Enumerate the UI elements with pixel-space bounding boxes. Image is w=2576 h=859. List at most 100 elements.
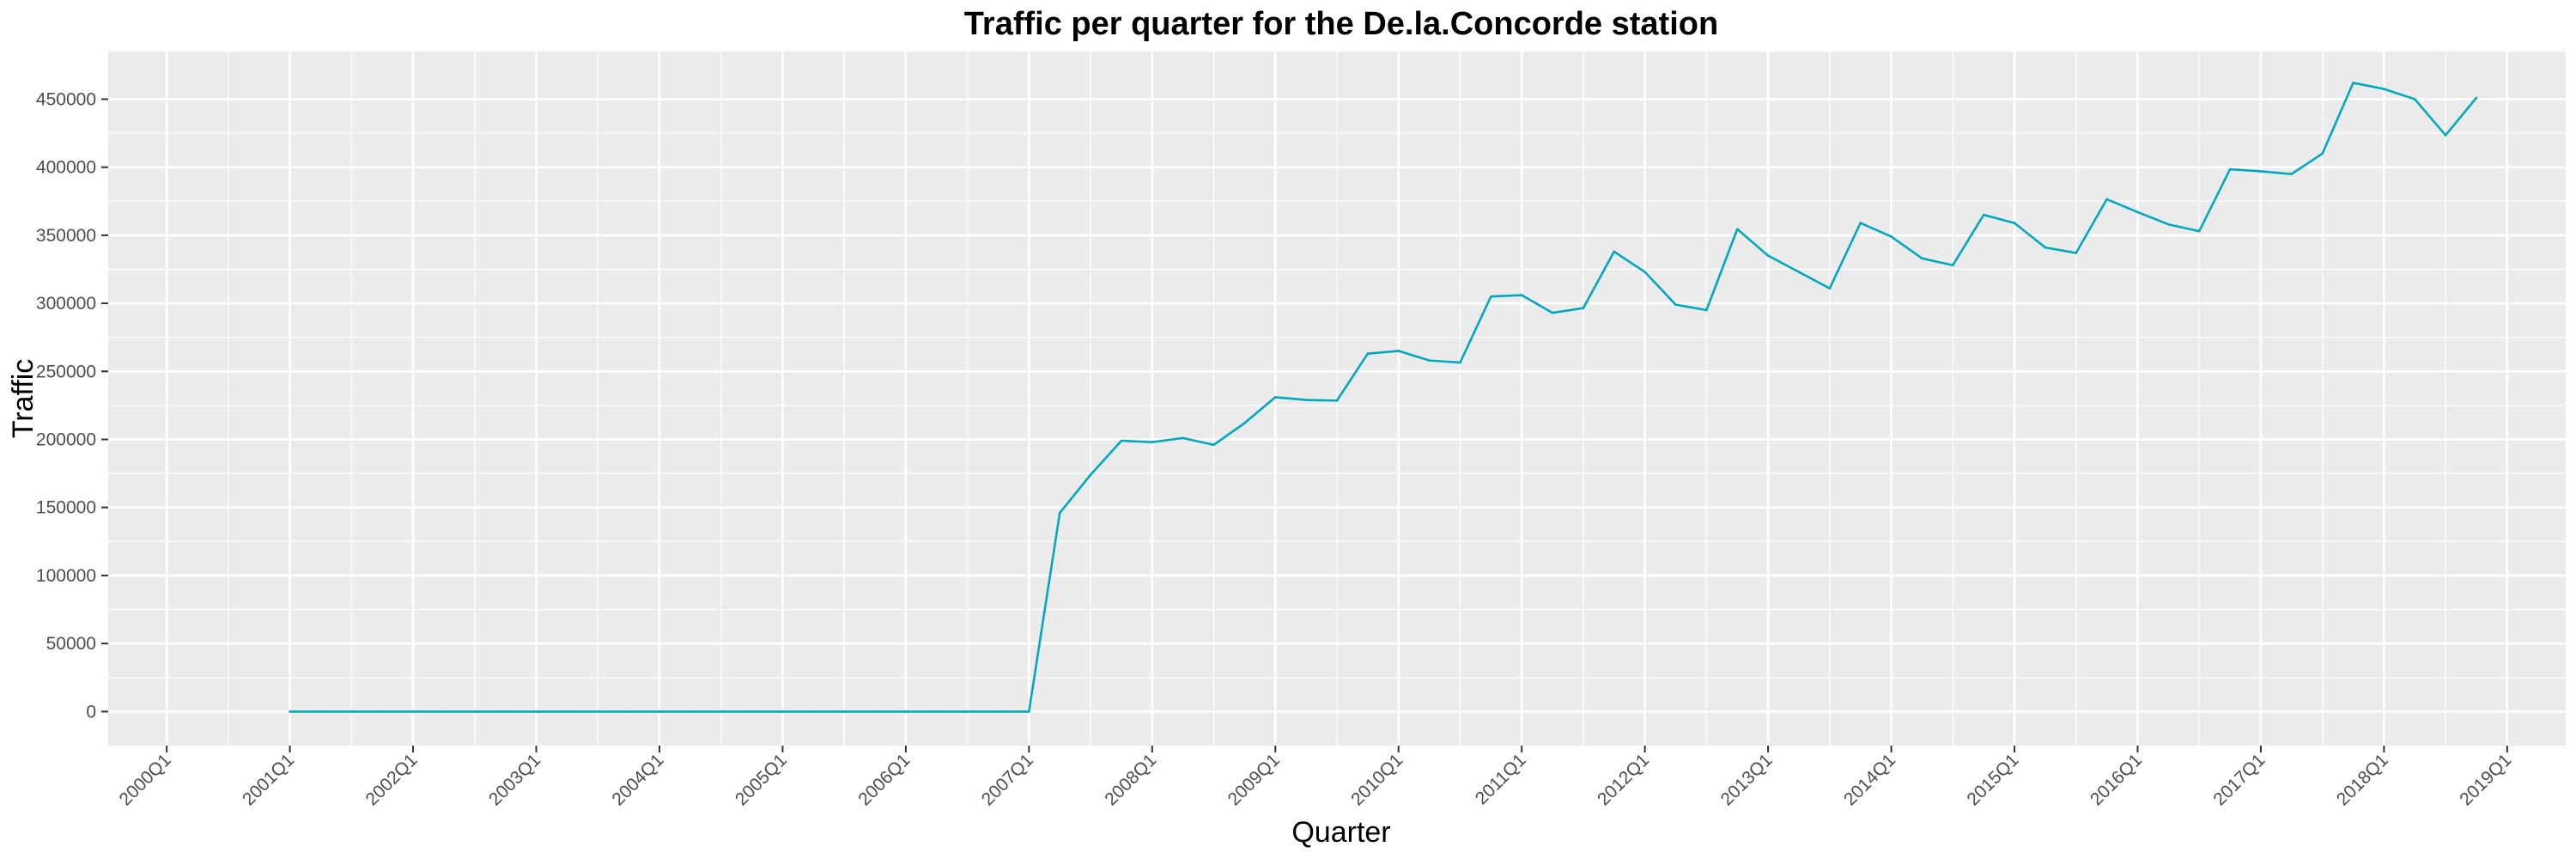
data-point bbox=[904, 710, 908, 713]
major-gridlines bbox=[108, 52, 2566, 746]
x-tick-label: 2003Q1 bbox=[485, 750, 544, 809]
data-point bbox=[1459, 361, 1461, 364]
data-point bbox=[535, 710, 538, 713]
data-point bbox=[1705, 308, 1708, 312]
data-point bbox=[1120, 439, 1123, 442]
data-point bbox=[2167, 222, 2170, 226]
data-point bbox=[997, 710, 999, 713]
data-point bbox=[380, 710, 384, 713]
data-point bbox=[1890, 235, 1893, 238]
data-point bbox=[473, 710, 477, 713]
data-point bbox=[1028, 710, 1030, 713]
data-point bbox=[1490, 295, 1492, 298]
chart-title: Traffic per quarter for the De.la.Concor… bbox=[964, 6, 1718, 42]
y-axis-title: Traffic bbox=[7, 359, 39, 439]
data-point bbox=[2383, 88, 2385, 90]
data-point bbox=[2352, 82, 2354, 84]
data-point bbox=[1428, 359, 1431, 362]
data-point bbox=[350, 710, 353, 713]
data-point bbox=[2413, 98, 2416, 101]
data-point bbox=[2290, 173, 2293, 175]
y-tick-label: 400000 bbox=[36, 158, 96, 178]
data-point bbox=[1859, 222, 1862, 224]
data-point bbox=[2259, 170, 2263, 173]
data-point bbox=[1151, 441, 1154, 443]
y-tick-label: 250000 bbox=[36, 362, 96, 381]
data-point bbox=[1182, 436, 1184, 440]
y-tick-label: 50000 bbox=[46, 634, 96, 654]
data-point bbox=[1643, 271, 1646, 273]
y-tick-label: 0 bbox=[86, 702, 96, 722]
data-point bbox=[504, 710, 507, 713]
x-tick-label: 2017Q1 bbox=[2209, 750, 2269, 809]
x-tick-label: 2009Q1 bbox=[1224, 750, 1284, 809]
data-point bbox=[2444, 134, 2447, 137]
data-point bbox=[750, 710, 753, 713]
data-point bbox=[1582, 307, 1585, 309]
data-point bbox=[1212, 443, 1215, 447]
data-point bbox=[1828, 287, 1832, 289]
data-point bbox=[720, 710, 723, 713]
x-tick-label: 2011Q1 bbox=[1472, 750, 1530, 808]
x-tick-label: 2018Q1 bbox=[2333, 750, 2392, 809]
data-point bbox=[1551, 311, 1554, 314]
data-point bbox=[411, 710, 415, 713]
x-tick-label: 2015Q1 bbox=[1963, 750, 2022, 809]
data-point bbox=[1982, 213, 1985, 216]
x-tick-label: 2012Q1 bbox=[1594, 750, 1653, 809]
traffic-series-line bbox=[289, 82, 2477, 713]
data-point bbox=[627, 710, 630, 713]
x-axis-title: Quarter bbox=[1291, 816, 1390, 849]
data-point bbox=[966, 710, 969, 713]
x-tick-label: 2002Q1 bbox=[361, 750, 421, 809]
x-tick-label: 2004Q1 bbox=[608, 750, 667, 809]
data-point bbox=[2321, 152, 2324, 155]
data-point bbox=[2475, 96, 2478, 100]
x-tick-label: 2010Q1 bbox=[1347, 750, 1406, 809]
data-point bbox=[935, 710, 939, 713]
x-tick-label: 2005Q1 bbox=[732, 750, 791, 809]
data-point bbox=[842, 710, 846, 713]
data-point bbox=[566, 710, 568, 713]
data-point bbox=[1735, 228, 1739, 231]
x-tick-label: 2014Q1 bbox=[1840, 750, 1899, 809]
y-tick-label: 150000 bbox=[36, 498, 96, 518]
data-point bbox=[1674, 303, 1677, 306]
data-point bbox=[1366, 352, 1370, 356]
data-point bbox=[1797, 271, 1801, 273]
data-point bbox=[1304, 399, 1308, 401]
x-tick-label: 2007Q1 bbox=[978, 750, 1037, 809]
data-point bbox=[873, 710, 877, 713]
data-point bbox=[2075, 252, 2078, 254]
data-point bbox=[1951, 264, 1954, 267]
data-point bbox=[1058, 511, 1061, 515]
data-point bbox=[596, 710, 599, 713]
x-tick-label: 2001Q1 bbox=[239, 750, 298, 809]
x-tick-label: 2013Q1 bbox=[1717, 750, 1777, 809]
data-point bbox=[1766, 254, 1770, 257]
data-point bbox=[2013, 222, 2016, 224]
x-tick-label: 2006Q1 bbox=[854, 750, 914, 809]
data-point bbox=[1520, 294, 1523, 296]
series-layer bbox=[289, 82, 2478, 713]
data-point bbox=[2044, 246, 2047, 249]
y-tick-label: 200000 bbox=[36, 430, 96, 450]
x-tick-label: 2016Q1 bbox=[2087, 750, 2146, 809]
x-tick-label: 2008Q1 bbox=[1101, 750, 1160, 809]
data-point bbox=[2136, 210, 2139, 214]
data-point bbox=[289, 710, 291, 713]
data-point bbox=[1089, 473, 1092, 477]
y-tick-label: 350000 bbox=[36, 226, 96, 246]
x-axis: 2000Q1 2001Q1 2002Q1 2003Q1 2004Q1 2005Q1 2006… bbox=[116, 746, 2515, 809]
y-tick-label: 100000 bbox=[36, 566, 96, 586]
data-point bbox=[1613, 250, 1616, 253]
data-point bbox=[2228, 168, 2232, 171]
data-point bbox=[1243, 422, 1246, 424]
data-point bbox=[1335, 399, 1339, 402]
x-tick-label: 2019Q1 bbox=[2456, 750, 2515, 809]
data-point bbox=[1397, 350, 1400, 352]
y-tick-label: 300000 bbox=[36, 294, 96, 314]
data-point bbox=[2197, 229, 2201, 233]
